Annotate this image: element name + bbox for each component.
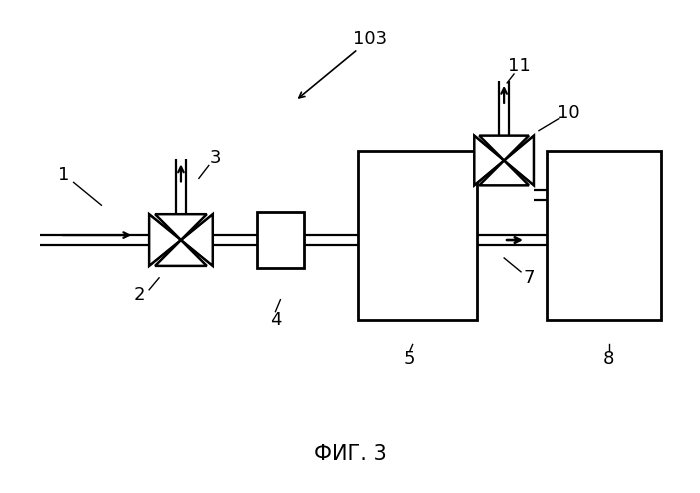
Text: ФИГ. 3: ФИГ. 3	[314, 444, 386, 464]
Bar	[256, 212, 304, 268]
Text: 5: 5	[404, 351, 415, 368]
Text: 10: 10	[557, 104, 580, 122]
Polygon shape	[475, 136, 504, 185]
Polygon shape	[504, 136, 534, 185]
Polygon shape	[480, 161, 529, 185]
Polygon shape	[181, 214, 213, 266]
Text: 8: 8	[603, 351, 614, 368]
Text: 103: 103	[353, 30, 387, 48]
Bar	[547, 150, 662, 319]
Text: 4: 4	[270, 311, 281, 329]
Text: 9: 9	[434, 151, 445, 170]
Text: 7: 7	[523, 269, 535, 287]
Text: 11: 11	[508, 57, 531, 75]
Polygon shape	[480, 136, 529, 161]
Text: 1: 1	[58, 167, 69, 184]
Text: 3: 3	[210, 149, 221, 168]
Polygon shape	[155, 214, 206, 240]
Polygon shape	[155, 240, 206, 266]
Polygon shape	[149, 214, 181, 266]
Bar	[358, 150, 477, 319]
Text: 2: 2	[134, 286, 145, 304]
